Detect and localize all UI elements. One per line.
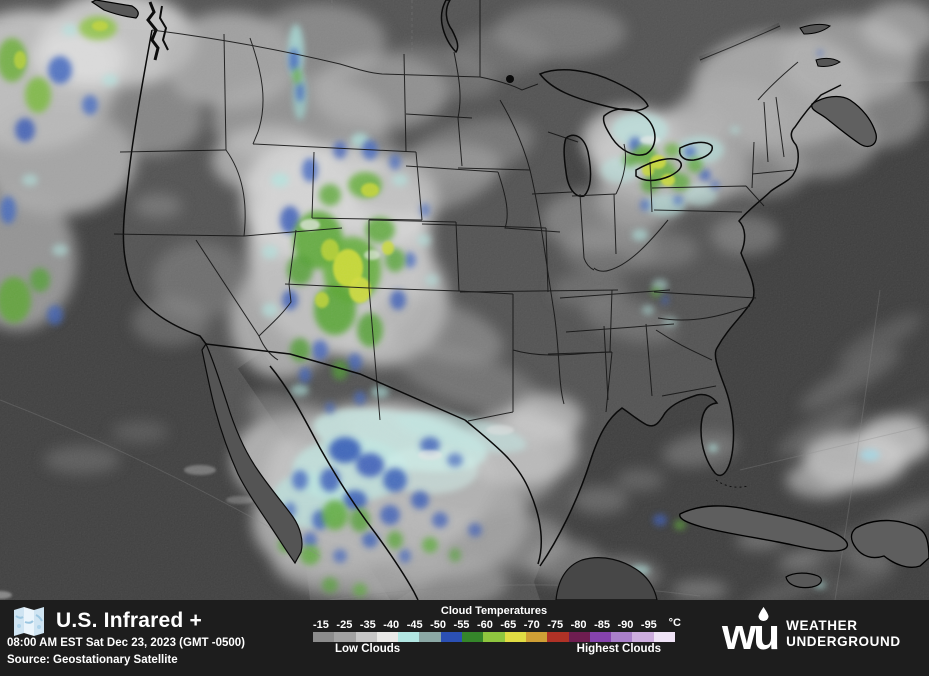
legend-extremes-row: Low Clouds Highest Clouds	[313, 643, 675, 655]
brand-name: WEATHER UNDERGROUND	[786, 618, 901, 650]
product-block: U.S. Infrared +	[12, 606, 202, 636]
legend-title: Cloud Temperatures	[440, 605, 548, 617]
brand-name-line2: UNDERGROUND	[786, 634, 901, 649]
legend-tick: -85	[594, 619, 610, 631]
legend: Cloud Temperatures -15 -25 -35 -40 -45 -50 -55…	[313, 605, 681, 655]
legend-swatch	[589, 632, 612, 642]
legend-swatch	[611, 632, 633, 642]
legend-swatch	[653, 632, 676, 642]
legend-tick: -15	[313, 619, 329, 631]
legend-tick: -40	[383, 619, 400, 631]
droplet-icon	[758, 607, 769, 621]
legend-swatch	[483, 632, 505, 642]
legend-tick: -45	[406, 619, 423, 631]
state-borders	[113, 0, 799, 422]
puget-sound	[146, 1, 169, 61]
brand-block: wu WEATHER UNDERGROUND	[722, 607, 901, 659]
wu-logo: wu	[722, 607, 780, 659]
legend-tick: -70	[523, 619, 540, 631]
legend-swatch	[568, 632, 590, 642]
legend-unit: °C	[668, 617, 681, 629]
legend-swatch	[419, 632, 441, 642]
legend-swatch	[504, 632, 526, 642]
legend-tick: -55	[453, 619, 470, 631]
legend-swatch-row	[313, 632, 676, 642]
wu-logo-text: wu	[722, 610, 780, 659]
legend-swatch	[632, 632, 654, 642]
legend-swatch	[313, 632, 335, 642]
product-title: U.S. Infrared +	[56, 609, 202, 632]
legend-swatch	[355, 632, 377, 642]
legend-tick: -75	[547, 619, 564, 631]
legend-high-label: Highest Clouds	[576, 643, 661, 655]
legend-tick: -95	[640, 619, 657, 631]
legend-tick: -35	[359, 619, 376, 631]
legend-swatch	[547, 632, 569, 642]
legend-swatch	[376, 632, 399, 642]
legend-swatch	[398, 632, 420, 642]
grain-texture	[0, 0, 929, 600]
legend-tick: -50	[430, 619, 447, 631]
timestamp: 08:00 AM EST Sat Dec 23, 2023 (GMT -0500…	[7, 637, 245, 649]
satellite-map	[0, 0, 929, 600]
legend-tick: -80	[570, 619, 587, 631]
legend-swatch	[462, 632, 484, 642]
legend-tick: -90	[617, 619, 634, 631]
legend-swatch	[525, 632, 548, 642]
legend-tick: -25	[336, 619, 353, 631]
legend-tick: -65	[500, 619, 517, 631]
brand-name-line1: WEATHER	[786, 618, 858, 633]
legend-tick-row: -15 -25 -35 -40 -45 -50 -55 -60 -65 -70 -75 -80 -85-…	[313, 617, 681, 632]
islands	[90, 0, 929, 600]
footer-bar: U.S. Infrared + 08:00 AM EST Sat Dec 23,…	[0, 600, 929, 676]
folded-map-icon	[14, 607, 44, 636]
coastlines	[122, 0, 842, 600]
legend-swatch	[334, 632, 356, 642]
legend-swatch	[440, 632, 463, 642]
legend-tick: -60	[476, 619, 493, 631]
legend-low-label: Low Clouds	[335, 643, 401, 655]
source-label: Source: Geostationary Satellite	[7, 654, 178, 666]
